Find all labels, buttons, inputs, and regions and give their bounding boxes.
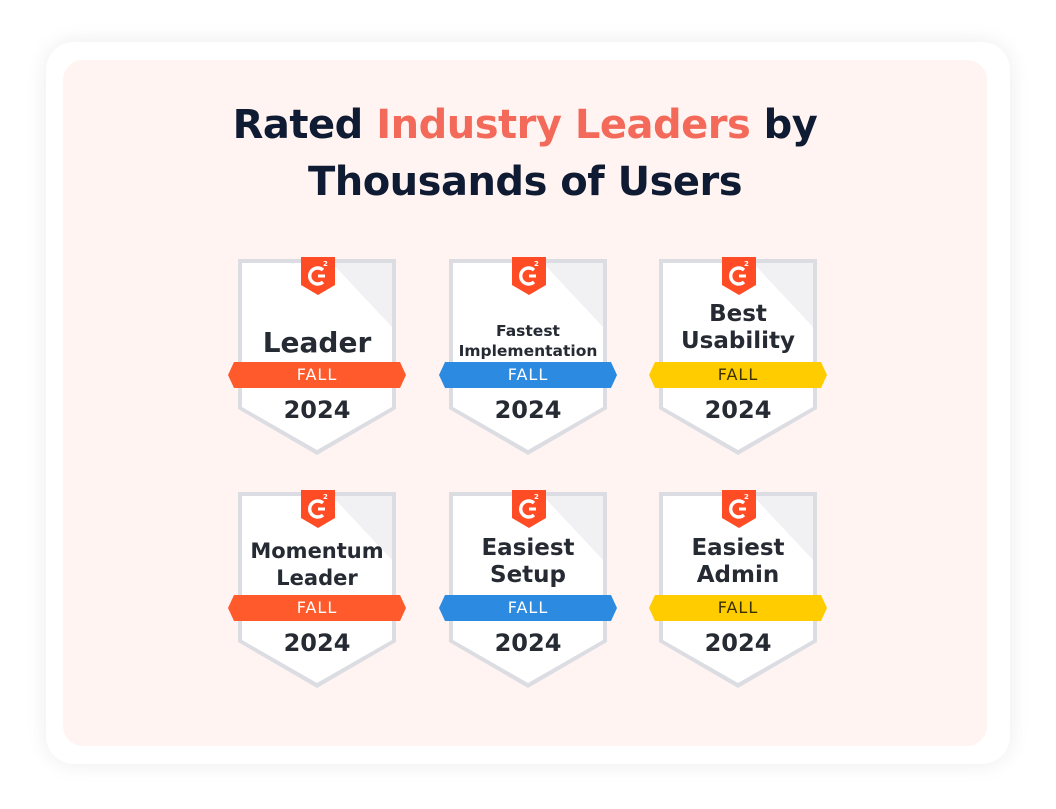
g2-logo-icon: 2 — [512, 490, 546, 528]
g2-logo-mark — [519, 266, 536, 286]
badge-title-line1: Easiest — [481, 535, 575, 561]
badge-title: Easiest Admin — [661, 535, 815, 589]
g2-logo-sup: 2 — [744, 493, 749, 501]
badge-title-line1: Best — [709, 301, 767, 327]
badge-sheen — [753, 496, 813, 560]
headline: Rated Industry Leaders by Thousands of U… — [63, 97, 987, 211]
badge-sheen — [753, 263, 813, 327]
badge-easiest-admin: 2 Easiest Admin FALL 2024 — [643, 490, 833, 690]
g2-logo-graphic: 2 — [512, 257, 546, 295]
g2-logo-graphic: 2 — [301, 490, 335, 528]
badge-momentum-leader: 2 Momentum Leader FALL 2024 — [222, 490, 412, 690]
badge-leader: 2 Leader FALL 2024 — [222, 257, 412, 457]
g2-logo-mark — [308, 499, 325, 519]
badge-shield-shape — [228, 259, 406, 455]
badge-season: FALL — [717, 598, 759, 617]
badge-easiest-setup: 2 Easiest Setup FALL 2024 — [433, 490, 623, 690]
badge-title: Leader — [262, 326, 372, 359]
badge-shield-face — [663, 496, 813, 683]
badge-title-line2: Implementation — [458, 342, 598, 360]
headline-part2: by — [750, 102, 818, 148]
badge-sheen — [543, 496, 603, 560]
badge-shield-shape — [439, 259, 617, 455]
badge-year: 2024 — [494, 629, 562, 657]
badge-title: Best Usability — [661, 301, 815, 355]
badge-title-line1: Fastest — [496, 322, 560, 340]
badge-ribbon — [649, 362, 827, 388]
badge-shield-face — [663, 263, 813, 450]
g2-logo-icon: 2 — [722, 257, 756, 295]
g2-logo-graphic: 2 — [301, 257, 335, 295]
badge-title-line2: Leader — [276, 566, 358, 590]
badge-title-line2: Admin — [696, 562, 780, 588]
badge-season: FALL — [296, 598, 338, 617]
badge-fastest-implementation: 2 Fastest Implementation FALL 2024 — [433, 257, 623, 457]
g2-logo-icon: 2 — [722, 490, 756, 528]
g2-logo-mark — [308, 266, 325, 286]
badge-title: Momentum Leader — [240, 538, 394, 592]
headline-line2: Thousands of Users — [307, 159, 743, 205]
g2-logo-graphic: 2 — [722, 490, 756, 528]
badge-sheen — [332, 496, 392, 560]
badge-year: 2024 — [704, 396, 772, 424]
g2-logo-icon: 2 — [301, 490, 335, 528]
g2-logo-mark — [729, 499, 746, 519]
badge-year: 2024 — [494, 396, 562, 424]
badge-title: Easiest Setup — [451, 535, 605, 589]
badge-year: 2024 — [283, 629, 351, 657]
badge-season: FALL — [507, 598, 549, 617]
g2-logo-sup: 2 — [534, 493, 539, 501]
badge-ribbon — [228, 595, 406, 621]
badge-shield-shape — [228, 492, 406, 688]
g2-logo-graphic: 2 — [512, 490, 546, 528]
g2-logo-sup: 2 — [534, 260, 539, 268]
badge-title: Fastest Implementation — [451, 321, 605, 361]
badge-ribbon — [228, 362, 406, 388]
badge-year: 2024 — [283, 396, 351, 424]
badge-title-line1: Easiest — [691, 535, 785, 561]
badge-ribbon — [649, 595, 827, 621]
badge-title-line2: Setup — [490, 562, 566, 588]
badge-title-line2: Usability — [681, 328, 795, 354]
g2-logo-mark — [729, 266, 746, 286]
g2-logo-icon: 2 — [512, 257, 546, 295]
badge-ribbon — [439, 362, 617, 388]
badge-season: FALL — [507, 365, 549, 384]
headline-accent: Industry Leaders — [376, 102, 751, 148]
badge-shield-shape — [649, 259, 827, 455]
badge-shield-shape — [439, 492, 617, 688]
badge-title-line1: Momentum — [250, 539, 384, 563]
badge-season: FALL — [717, 365, 759, 384]
badge-sheen — [332, 263, 392, 327]
g2-logo-sup: 2 — [323, 260, 328, 268]
g2-logo-mark — [519, 499, 536, 519]
g2-logo-icon: 2 — [301, 257, 335, 295]
badge-best-usability: 2 Best Usability FALL 2024 — [643, 257, 833, 457]
badge-shield-face — [453, 496, 603, 683]
badge-ribbon — [439, 595, 617, 621]
badge-sheen — [543, 263, 603, 327]
headline-part1: Rated — [232, 102, 377, 148]
badge-year: 2024 — [704, 629, 772, 657]
badge-shield-face — [453, 263, 603, 450]
g2-logo-sup: 2 — [323, 493, 328, 501]
badge-shield-face — [242, 263, 392, 450]
badge-shield-face — [242, 496, 392, 683]
g2-logo-graphic: 2 — [722, 257, 756, 295]
badge-season: FALL — [296, 365, 338, 384]
badge-shield-shape — [649, 492, 827, 688]
g2-logo-sup: 2 — [744, 260, 749, 268]
